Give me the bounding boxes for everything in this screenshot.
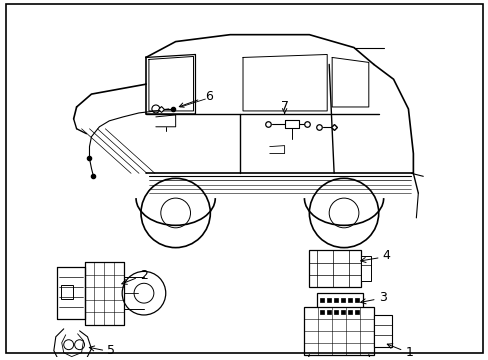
Text: 2: 2 <box>140 269 147 282</box>
Bar <box>309 249 360 287</box>
Text: 3: 3 <box>378 291 386 303</box>
Bar <box>317 293 362 319</box>
Bar <box>61 285 73 299</box>
Bar <box>360 256 370 281</box>
Bar <box>373 315 391 347</box>
Text: 7: 7 <box>280 100 288 113</box>
Text: 5: 5 <box>107 344 115 357</box>
Text: 6: 6 <box>205 90 213 103</box>
Text: 4: 4 <box>382 249 390 262</box>
Bar <box>304 307 373 355</box>
Text: 1: 1 <box>405 346 412 359</box>
